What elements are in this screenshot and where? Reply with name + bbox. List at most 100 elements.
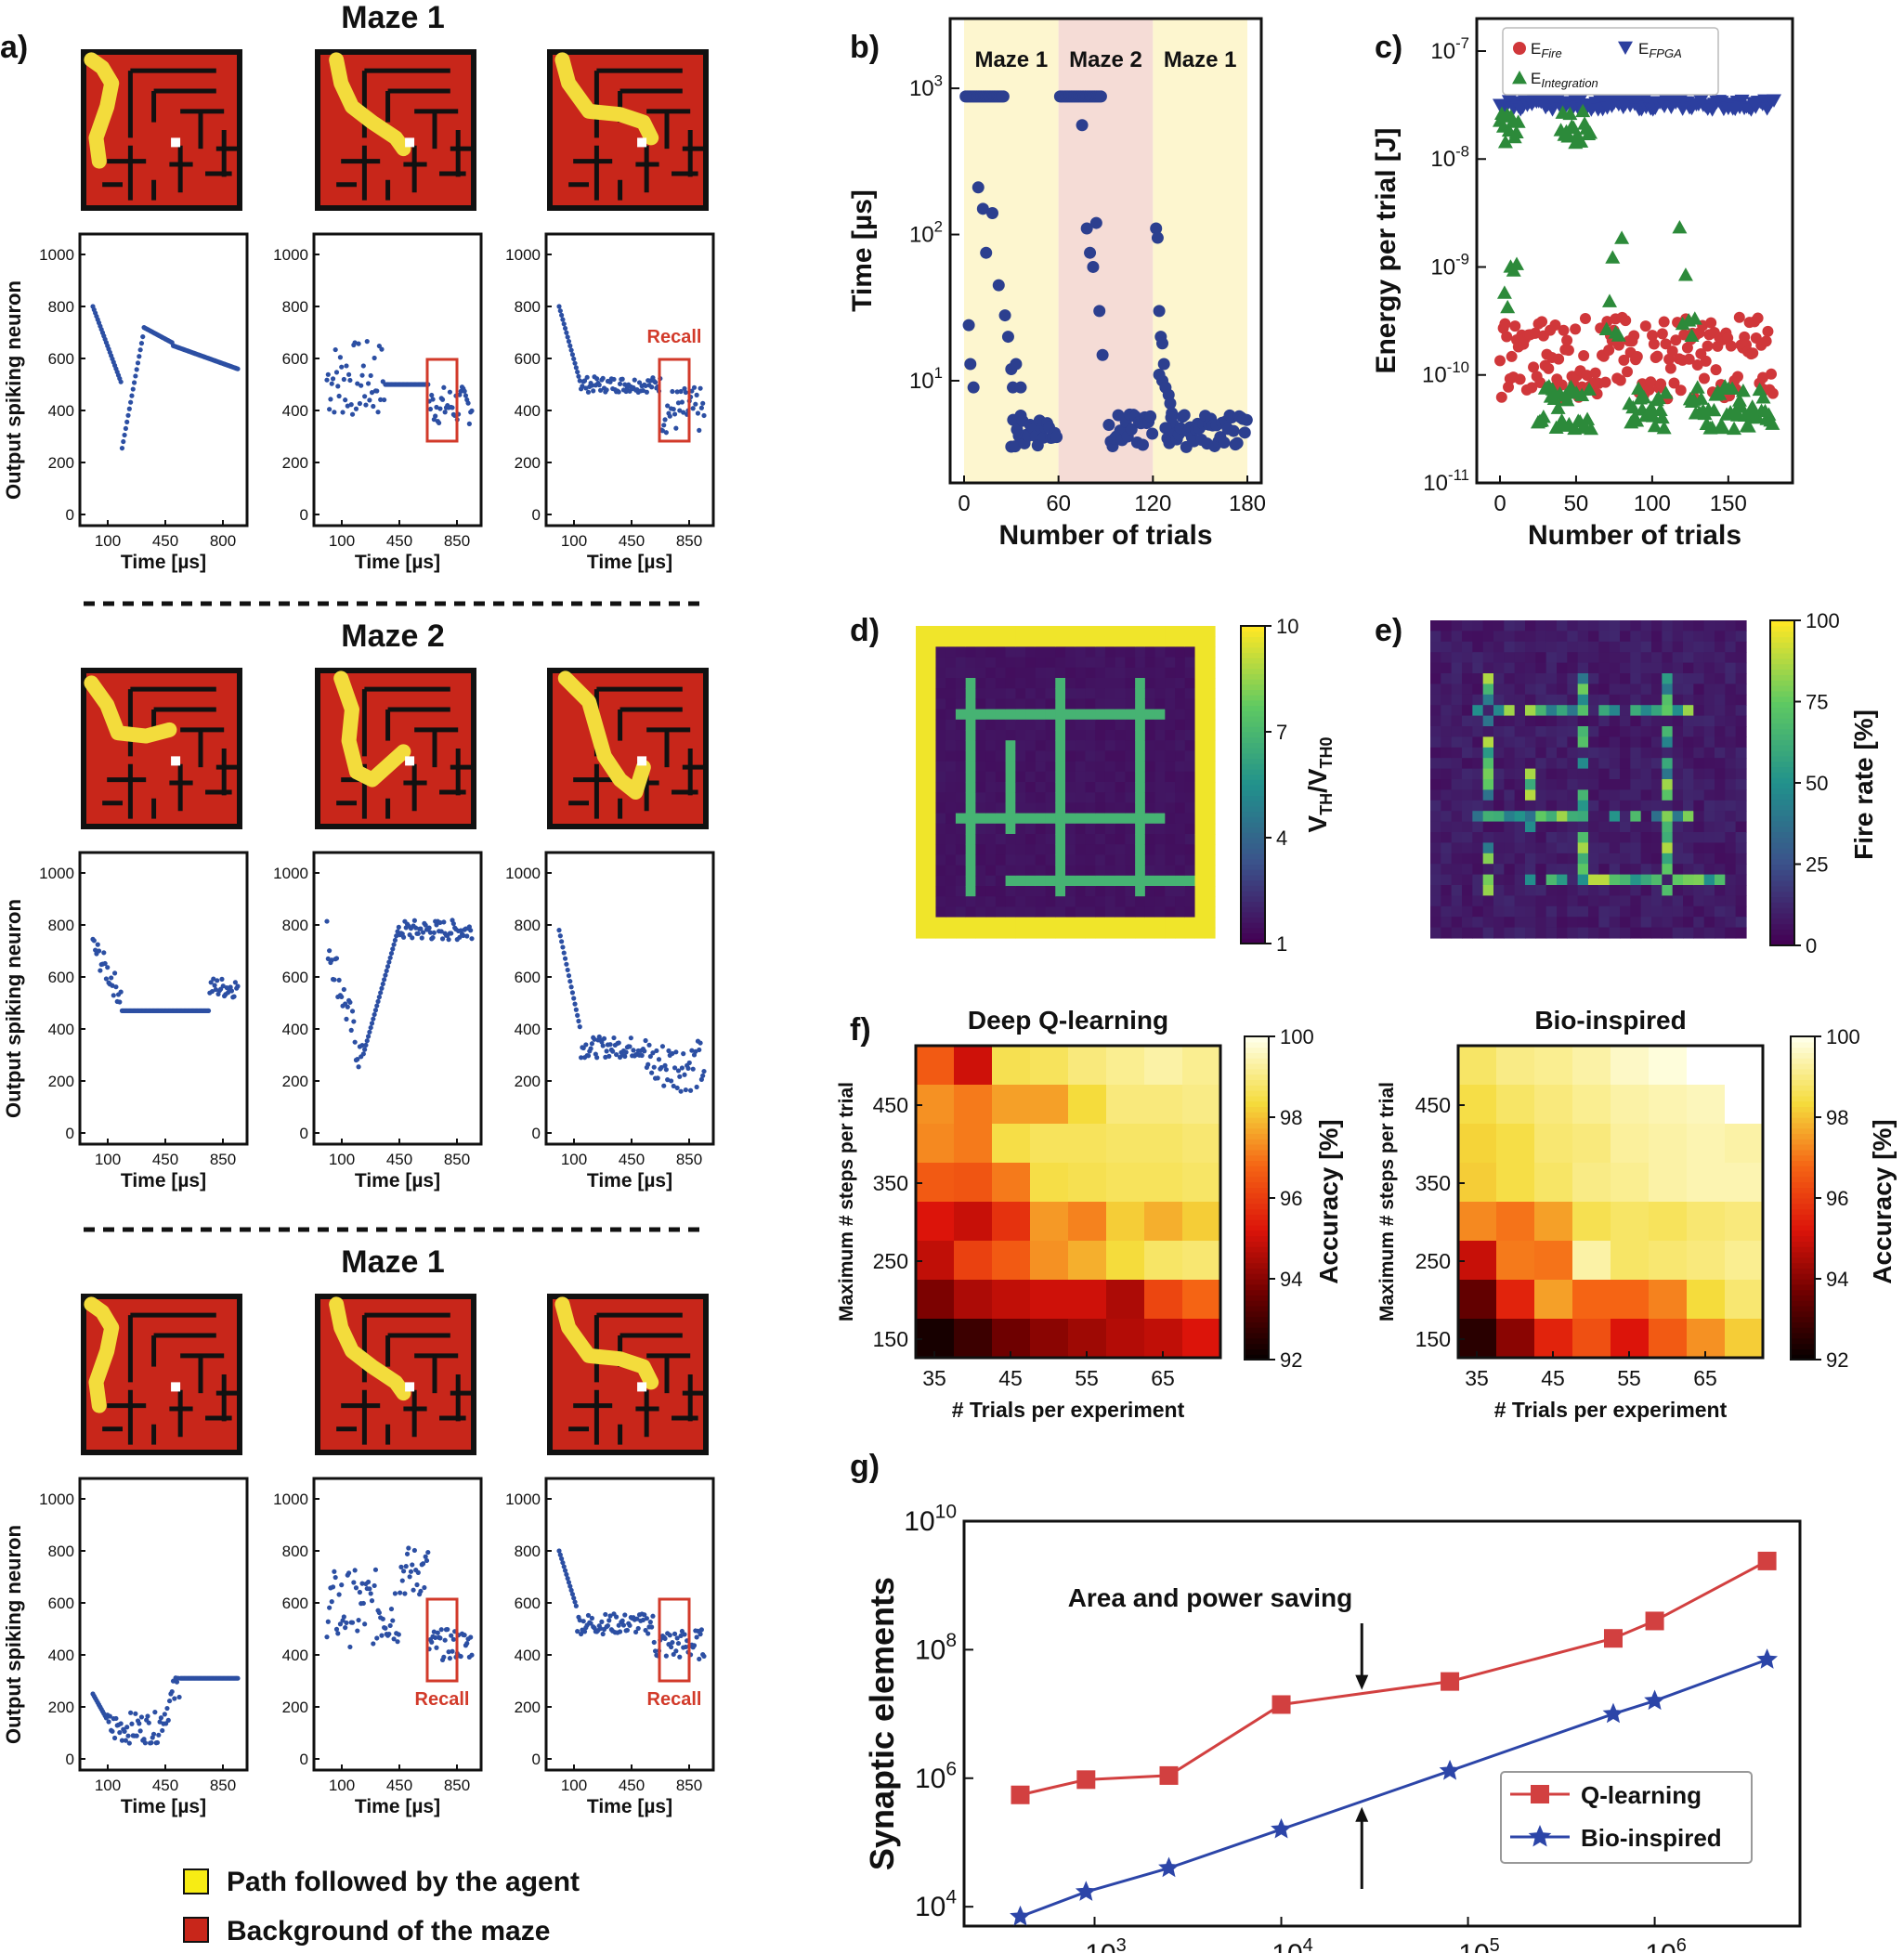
field-cell — [1015, 646, 1026, 658]
field-cell — [1125, 886, 1136, 897]
field-cell — [1441, 874, 1453, 886]
spike-dot — [628, 1035, 633, 1041]
field-cell — [1085, 646, 1096, 658]
spike-dot — [646, 1042, 652, 1048]
field-cell — [1683, 726, 1694, 737]
fire-point — [1501, 331, 1513, 343]
field-cell — [916, 875, 927, 887]
spike-dot — [414, 1582, 420, 1588]
spike-dot — [700, 400, 706, 406]
fire-point — [1562, 345, 1574, 357]
field-cell — [1035, 740, 1047, 751]
field-cell — [1588, 885, 1599, 896]
field-cell — [1035, 698, 1047, 710]
field-cell — [1451, 864, 1463, 876]
field-cell — [965, 865, 976, 877]
x-tick-label: 100 — [95, 1777, 121, 1794]
y-tick-label: 102 — [909, 218, 943, 248]
field-cell — [1567, 758, 1579, 770]
field-cell — [1567, 705, 1579, 717]
spike-dot — [669, 1644, 674, 1650]
field-cell — [1065, 875, 1076, 887]
heat-cell — [1496, 1280, 1535, 1320]
field-cell — [1504, 874, 1516, 886]
field-cell — [1430, 917, 1441, 929]
spike-dot — [235, 366, 241, 371]
field-cell — [955, 646, 967, 658]
field-cell — [1045, 709, 1056, 721]
field-cell — [935, 750, 946, 762]
x-tick-label: 100 — [561, 1777, 587, 1794]
field-cell — [1703, 895, 1715, 907]
field-cell — [1441, 758, 1453, 770]
spike-dot — [592, 1036, 597, 1042]
data-point — [1136, 438, 1149, 451]
colorbar-segment — [1770, 739, 1794, 746]
integration-point — [1765, 416, 1780, 430]
field-cell — [1430, 842, 1441, 854]
heat-cell — [1030, 1241, 1069, 1281]
field-cell — [1683, 736, 1694, 749]
x-axis-label: Time [µs] — [121, 552, 206, 573]
field-cell — [1441, 895, 1453, 907]
field-cell — [1640, 641, 1652, 653]
data-point — [1096, 348, 1109, 361]
field-cell — [1441, 885, 1453, 896]
field-cell — [1735, 768, 1747, 780]
colorbar-segment — [1791, 1117, 1815, 1124]
spike-dot — [329, 381, 334, 386]
colorbar-segment — [1791, 1047, 1815, 1053]
spike-dot — [406, 1545, 411, 1551]
spike-dot — [208, 980, 214, 985]
field-cell — [1630, 895, 1642, 907]
spike-dot — [126, 1740, 132, 1746]
field-cell — [1125, 688, 1136, 699]
spike-dot — [325, 1619, 331, 1624]
field-cell — [945, 626, 957, 637]
colorbar-segment — [1791, 1337, 1815, 1345]
colorbar-segment — [1241, 885, 1265, 892]
spike-dot — [698, 1040, 703, 1046]
field-cell — [1175, 636, 1186, 647]
field-cell — [1525, 736, 1536, 749]
field-cell — [965, 646, 976, 658]
heat-cell — [1496, 1085, 1535, 1125]
spike-dot — [665, 1077, 671, 1083]
field-cell — [1462, 694, 1473, 706]
bio-inspired-point — [1158, 1856, 1180, 1878]
field-cell — [965, 854, 976, 866]
field-cell — [1025, 917, 1037, 929]
field-cell — [1588, 758, 1599, 770]
fire-point — [1589, 367, 1601, 379]
field-cell — [965, 636, 976, 647]
spike-dot — [430, 935, 436, 941]
field-cell — [1525, 885, 1536, 896]
field-cell — [1165, 688, 1176, 699]
data-point — [1089, 216, 1102, 229]
spike-dot — [333, 956, 340, 961]
field-cell — [1493, 811, 1505, 823]
colorbar-segment — [1770, 902, 1794, 908]
fire-point — [1591, 388, 1603, 400]
field-cell — [1662, 885, 1674, 896]
field-cell — [1194, 834, 1206, 845]
field-cell — [1135, 834, 1146, 845]
fire-point — [1647, 330, 1659, 342]
field-cell — [1504, 705, 1516, 717]
field-cell — [1005, 740, 1016, 751]
field-cell — [1085, 917, 1096, 929]
field-cell — [975, 782, 986, 793]
spike-dot — [670, 1050, 675, 1057]
field-cell — [1104, 792, 1116, 803]
field-cell — [1577, 673, 1589, 684]
integration-point — [1715, 420, 1731, 435]
field-cell — [1125, 927, 1136, 939]
colorbar-segment — [1245, 1327, 1269, 1334]
field-cell — [1165, 834, 1176, 845]
field-cell — [1165, 667, 1176, 679]
field-cell — [1598, 895, 1611, 907]
data-point — [1125, 423, 1138, 436]
field-cell — [1735, 620, 1747, 631]
